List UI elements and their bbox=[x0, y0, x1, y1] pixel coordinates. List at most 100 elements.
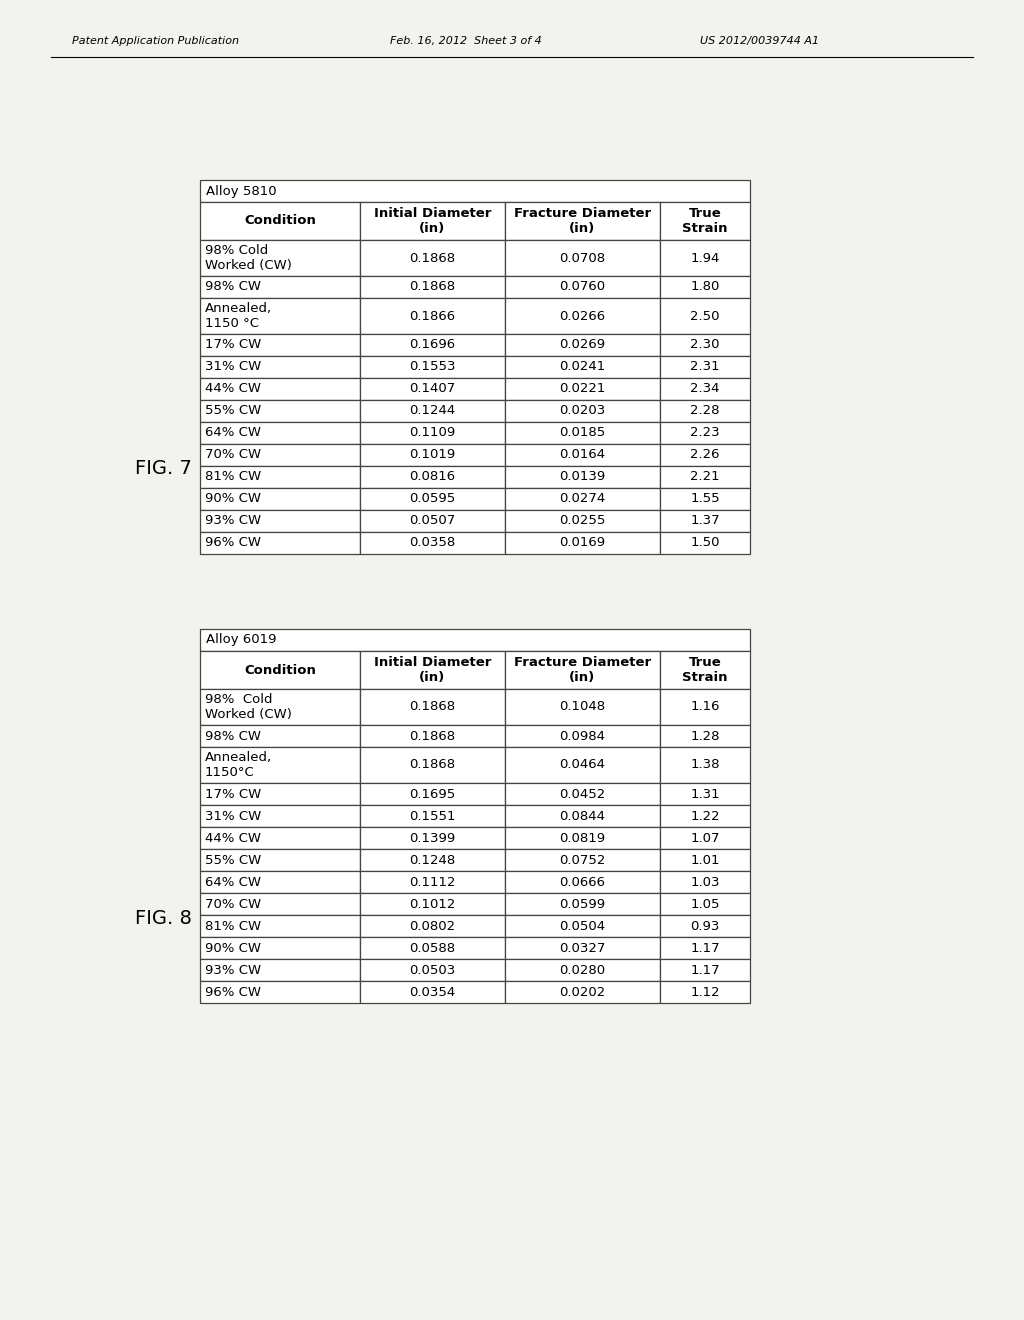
Text: 0.1553: 0.1553 bbox=[410, 360, 456, 374]
Text: 0.1696: 0.1696 bbox=[410, 338, 456, 351]
Text: 90% CW: 90% CW bbox=[205, 492, 261, 506]
Text: 0.1248: 0.1248 bbox=[410, 854, 456, 866]
Text: 0.0588: 0.0588 bbox=[410, 941, 456, 954]
Bar bbox=[505, 334, 660, 356]
Text: 2.30: 2.30 bbox=[690, 338, 720, 351]
Bar bbox=[660, 334, 750, 356]
Text: 96% CW: 96% CW bbox=[205, 536, 261, 549]
Text: FIG. 7: FIG. 7 bbox=[135, 459, 191, 479]
Text: US 2012/0039744 A1: US 2012/0039744 A1 bbox=[700, 36, 819, 46]
Bar bbox=[660, 849, 750, 871]
Bar bbox=[360, 240, 505, 276]
Bar bbox=[660, 689, 750, 725]
Bar bbox=[200, 400, 360, 422]
Bar bbox=[200, 725, 360, 747]
Bar bbox=[505, 444, 660, 466]
Text: 0.0504: 0.0504 bbox=[559, 920, 605, 932]
Text: 0.1012: 0.1012 bbox=[410, 898, 456, 911]
Text: 0.0464: 0.0464 bbox=[559, 759, 605, 771]
Text: 0.0507: 0.0507 bbox=[410, 515, 456, 528]
Bar bbox=[200, 466, 360, 488]
Text: 0.0984: 0.0984 bbox=[559, 730, 605, 742]
Bar bbox=[360, 689, 505, 725]
Text: 1.28: 1.28 bbox=[690, 730, 720, 742]
Bar bbox=[200, 510, 360, 532]
Bar bbox=[360, 400, 505, 422]
Bar bbox=[660, 444, 750, 466]
Bar bbox=[200, 378, 360, 400]
Text: 1.17: 1.17 bbox=[690, 941, 720, 954]
Bar bbox=[200, 828, 360, 849]
Bar bbox=[660, 400, 750, 422]
Text: 44% CW: 44% CW bbox=[205, 383, 261, 396]
Bar bbox=[505, 532, 660, 554]
Bar bbox=[505, 805, 660, 828]
Bar bbox=[660, 937, 750, 960]
Bar bbox=[505, 510, 660, 532]
Bar bbox=[505, 689, 660, 725]
Text: 0.0202: 0.0202 bbox=[559, 986, 605, 998]
Text: 2.34: 2.34 bbox=[690, 383, 720, 396]
Text: 0.1048: 0.1048 bbox=[559, 701, 605, 714]
Text: 0.0255: 0.0255 bbox=[559, 515, 605, 528]
Bar bbox=[360, 981, 505, 1003]
Text: 1.17: 1.17 bbox=[690, 964, 720, 977]
Text: 55% CW: 55% CW bbox=[205, 854, 261, 866]
Text: 0.0185: 0.0185 bbox=[559, 426, 605, 440]
Bar bbox=[505, 960, 660, 981]
Bar bbox=[200, 298, 360, 334]
Bar bbox=[360, 960, 505, 981]
Text: 0.0280: 0.0280 bbox=[559, 964, 605, 977]
Text: 64% CW: 64% CW bbox=[205, 426, 261, 440]
Bar bbox=[505, 937, 660, 960]
Text: 90% CW: 90% CW bbox=[205, 941, 261, 954]
Bar bbox=[360, 783, 505, 805]
Bar bbox=[660, 915, 750, 937]
Bar bbox=[200, 240, 360, 276]
Text: 70% CW: 70% CW bbox=[205, 449, 261, 462]
Bar bbox=[200, 180, 750, 202]
Bar bbox=[360, 488, 505, 510]
Text: 2.28: 2.28 bbox=[690, 404, 720, 417]
Bar bbox=[200, 747, 360, 783]
Text: 0.1868: 0.1868 bbox=[410, 730, 456, 742]
Bar bbox=[360, 532, 505, 554]
Text: 0.1868: 0.1868 bbox=[410, 252, 456, 264]
Bar bbox=[200, 422, 360, 444]
Bar bbox=[505, 725, 660, 747]
Text: 81% CW: 81% CW bbox=[205, 470, 261, 483]
Bar bbox=[505, 783, 660, 805]
Bar bbox=[505, 488, 660, 510]
Bar bbox=[660, 532, 750, 554]
Bar bbox=[360, 849, 505, 871]
Bar bbox=[505, 240, 660, 276]
Bar bbox=[360, 298, 505, 334]
Text: 0.1866: 0.1866 bbox=[410, 309, 456, 322]
Bar bbox=[360, 378, 505, 400]
Bar bbox=[660, 466, 750, 488]
Bar bbox=[200, 960, 360, 981]
Bar bbox=[200, 356, 360, 378]
Text: 1.05: 1.05 bbox=[690, 898, 720, 911]
Text: 44% CW: 44% CW bbox=[205, 832, 261, 845]
Text: 2.31: 2.31 bbox=[690, 360, 720, 374]
Text: 64% CW: 64% CW bbox=[205, 875, 261, 888]
Text: 0.1868: 0.1868 bbox=[410, 281, 456, 293]
Text: 0.0169: 0.0169 bbox=[559, 536, 605, 549]
Text: True
Strain: True Strain bbox=[682, 207, 728, 235]
Bar bbox=[660, 725, 750, 747]
Bar bbox=[505, 378, 660, 400]
Text: 0.1695: 0.1695 bbox=[410, 788, 456, 800]
Bar bbox=[200, 915, 360, 937]
Bar bbox=[660, 202, 750, 240]
Bar bbox=[660, 510, 750, 532]
Bar bbox=[360, 202, 505, 240]
Text: 0.93: 0.93 bbox=[690, 920, 720, 932]
Text: 0.1407: 0.1407 bbox=[410, 383, 456, 396]
Bar bbox=[360, 828, 505, 849]
Bar bbox=[505, 422, 660, 444]
Text: 1.94: 1.94 bbox=[690, 252, 720, 264]
Bar bbox=[360, 915, 505, 937]
Bar bbox=[200, 334, 360, 356]
Text: 0.1551: 0.1551 bbox=[410, 809, 456, 822]
